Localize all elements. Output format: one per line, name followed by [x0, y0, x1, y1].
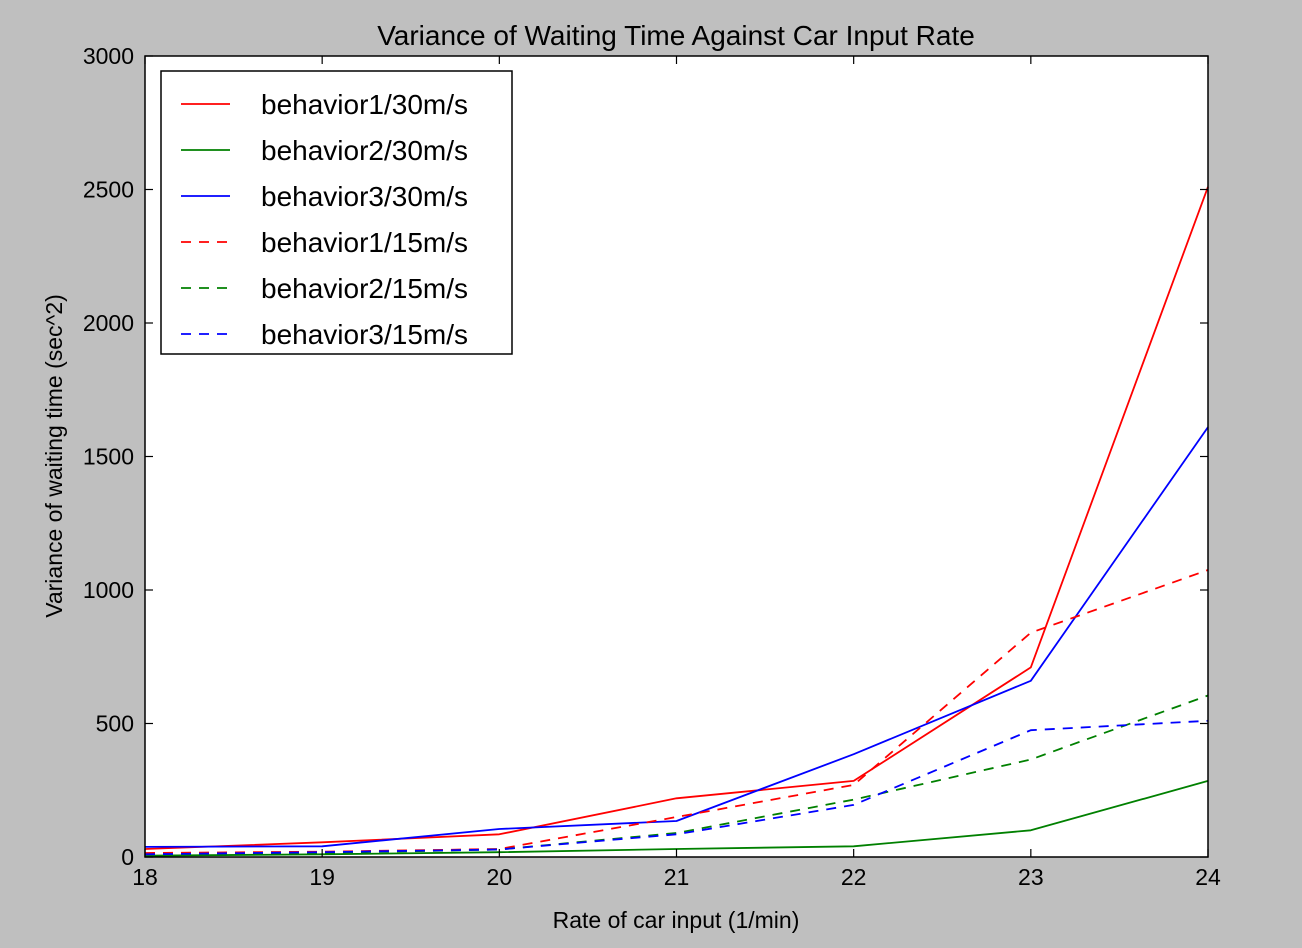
y-tick-label: 2500: [83, 177, 134, 203]
y-tick-label: 2000: [83, 310, 134, 336]
x-tick-label: 19: [309, 864, 335, 890]
legend-label: behavior1/30m/s: [261, 89, 468, 120]
x-tick-label: 24: [1195, 864, 1221, 890]
x-tick-label: 20: [487, 864, 513, 890]
y-axis-label: Variance of waiting time (sec^2): [41, 294, 67, 618]
y-tick-label: 1500: [83, 444, 134, 470]
tick-layer: 18 19 20 21 22 23 24 0 500 1000 1500 2000 2500 3000: [83, 43, 1221, 890]
legend-frame: [160, 70, 513, 355]
legend-label: behavior1/15m/s: [261, 227, 468, 258]
legend: behavior1/30m/s behavior2/30m/s behavior3/…: [160, 70, 513, 355]
series-line-behavior3-15m-s: [144, 719, 1209, 856]
series-line-behavior1-30m-s: [144, 186, 1209, 850]
y-tick-label: 0: [121, 844, 134, 870]
x-tick-label: 21: [664, 864, 690, 890]
y-tick-label: 1000: [83, 577, 134, 603]
legend-label: behavior2/30m/s: [261, 135, 468, 166]
x-tick-label: 23: [1018, 864, 1044, 890]
chart-title: Variance of Waiting Time Against Car Inp…: [377, 20, 975, 51]
legend-label: behavior3/30m/s: [261, 181, 468, 212]
x-axis-label: Rate of car input (1/min): [553, 907, 800, 933]
legend-label: behavior2/15m/s: [261, 273, 468, 304]
y-tick-label: 500: [96, 711, 134, 737]
x-tick-label: 18: [132, 864, 158, 890]
series-line-behavior3-30m-s: [144, 426, 1209, 848]
x-tick-label: 22: [841, 864, 867, 890]
y-tick-label: 3000: [83, 43, 134, 69]
legend-label: behavior3/15m/s: [261, 319, 468, 350]
